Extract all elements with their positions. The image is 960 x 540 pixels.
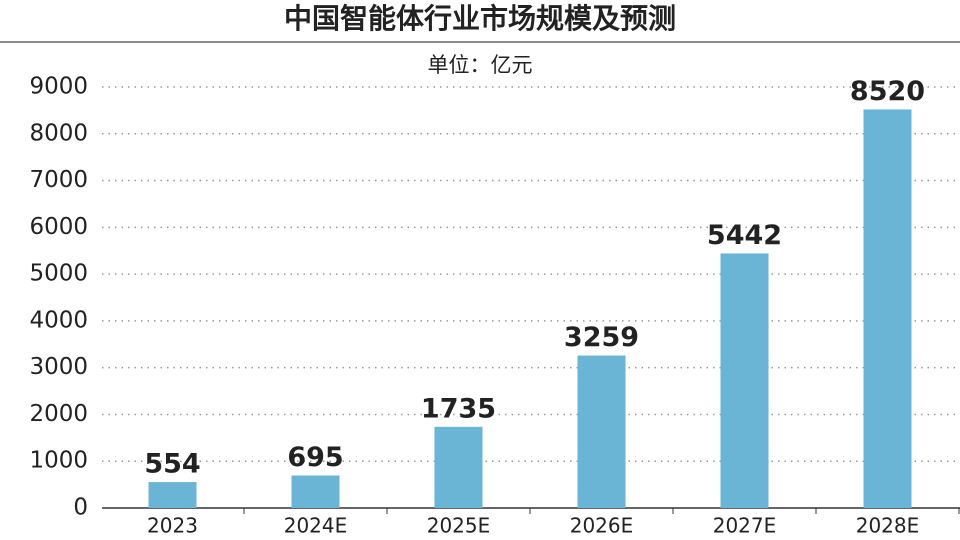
chart-title: 中国智能体行业市场规模及预测 [284, 2, 676, 35]
bar [434, 426, 483, 508]
y-tick-label: 2000 [29, 401, 88, 427]
x-tick-label: 2023 [147, 514, 198, 538]
data-label: 554 [144, 449, 200, 480]
bar [577, 355, 626, 508]
x-tick-label: 2028E [856, 514, 920, 538]
y-tick-label: 8000 [29, 120, 88, 146]
bar [148, 482, 197, 508]
data-label: 1735 [421, 393, 496, 424]
data-label: 695 [287, 442, 343, 473]
y-tick-label: 3000 [29, 354, 88, 380]
y-tick-label: 4000 [29, 307, 88, 333]
y-tick-label: 9000 [29, 74, 88, 100]
x-tick-label: 2025E [427, 514, 491, 538]
y-tick-label: 6000 [29, 214, 88, 240]
y-tick-label: 7000 [29, 167, 88, 193]
data-label: 3259 [564, 322, 639, 353]
y-tick-label: 5000 [29, 261, 88, 287]
bar [863, 109, 912, 508]
x-tick-label: 2027E [713, 514, 777, 538]
chart-subtitle: 单位：亿元 [428, 53, 533, 77]
bar [720, 253, 769, 508]
y-tick-label: 0 [73, 495, 88, 521]
data-label: 5442 [707, 220, 782, 251]
x-tick-label: 2026E [570, 514, 634, 538]
bar [291, 475, 340, 508]
y-tick-label: 1000 [29, 448, 88, 474]
data-label: 8520 [850, 76, 925, 107]
x-tick-label: 2024E [284, 514, 348, 538]
